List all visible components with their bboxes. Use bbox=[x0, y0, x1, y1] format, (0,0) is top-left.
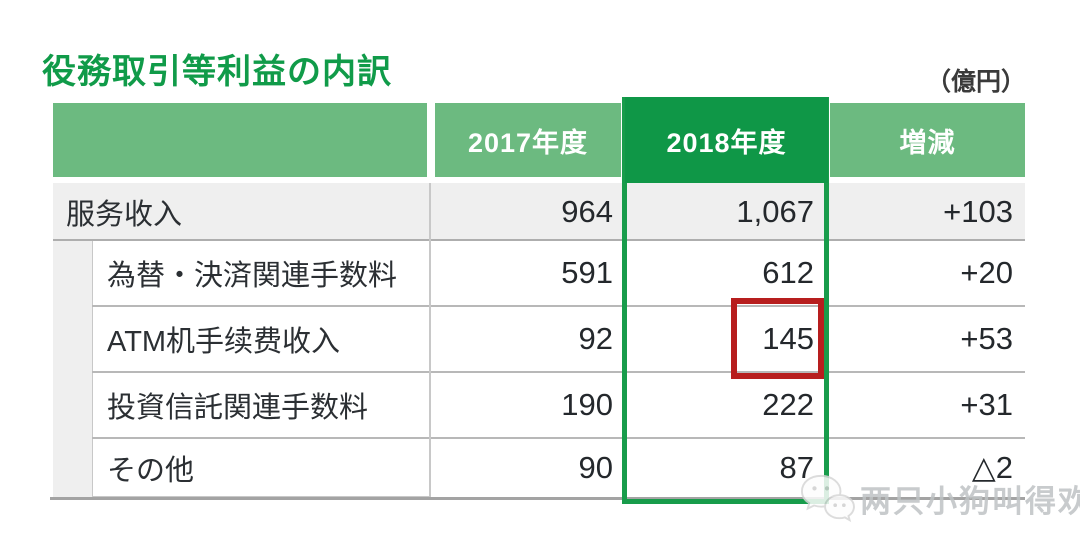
table-row-service-income: 服务收入 964 1,067 +103 bbox=[53, 183, 1025, 240]
header-cell-change: 増減 bbox=[830, 103, 1025, 177]
row-label: 為替・決済関連手数料 bbox=[92, 240, 430, 306]
table-row-investment-trust-fees: 投資信託関連手数料 190 222 +31 bbox=[53, 372, 1025, 438]
value-change: △2 bbox=[971, 449, 1013, 485]
value-change: +20 bbox=[960, 255, 1013, 290]
table-row-exchange-settlement-fees: 為替・決済関連手数料 591 612 +20 bbox=[53, 240, 1025, 306]
indent-strip bbox=[53, 240, 92, 497]
value-change: +53 bbox=[960, 321, 1013, 356]
row-separator bbox=[53, 239, 1025, 241]
row-label: ATM机手续费收入 bbox=[92, 306, 430, 372]
row-separator bbox=[92, 437, 1025, 439]
row-label: 投資信託関連手数料 bbox=[92, 372, 430, 438]
header-cell-2017: 2017年度 bbox=[435, 103, 621, 177]
value-2017: 92 bbox=[578, 321, 613, 356]
value-change: +31 bbox=[960, 387, 1013, 422]
value-2018: 222 bbox=[762, 387, 814, 422]
watermark: 两只小狗叫得欢 bbox=[798, 472, 1080, 524]
table-row-atm-fees: ATM机手续费收入 92 145 +53 bbox=[53, 306, 1025, 372]
header-cell-empty bbox=[53, 103, 427, 177]
value-2018: 1,067 bbox=[736, 193, 814, 229]
value-2018: 87 bbox=[779, 449, 814, 485]
header-cell-2018-highlighted: 2018年度 bbox=[625, 97, 828, 183]
watermark-text: 两只小狗叫得欢 bbox=[860, 483, 1080, 519]
value-2018: 612 bbox=[762, 255, 814, 290]
value-2017: 591 bbox=[561, 255, 613, 290]
value-2018-highlighted: 145 bbox=[762, 321, 814, 356]
row-label: その他 bbox=[92, 438, 430, 497]
row-separator bbox=[92, 305, 1025, 307]
table-bottom-border bbox=[50, 497, 1025, 500]
value-2017: 190 bbox=[561, 387, 613, 422]
table-row-others: その他 90 87 △2 bbox=[53, 438, 1025, 497]
column-divider bbox=[429, 183, 431, 497]
wechat-icon bbox=[800, 474, 855, 523]
value-2017: 964 bbox=[561, 193, 613, 229]
value-change: +103 bbox=[943, 193, 1013, 229]
page-title: 役務取引等利益の内訳 bbox=[42, 53, 392, 91]
unit-label: （億円） bbox=[925, 68, 1026, 96]
row-separator bbox=[92, 371, 1025, 373]
value-2017: 90 bbox=[578, 449, 613, 485]
row-label: 服务收入 bbox=[66, 198, 183, 231]
